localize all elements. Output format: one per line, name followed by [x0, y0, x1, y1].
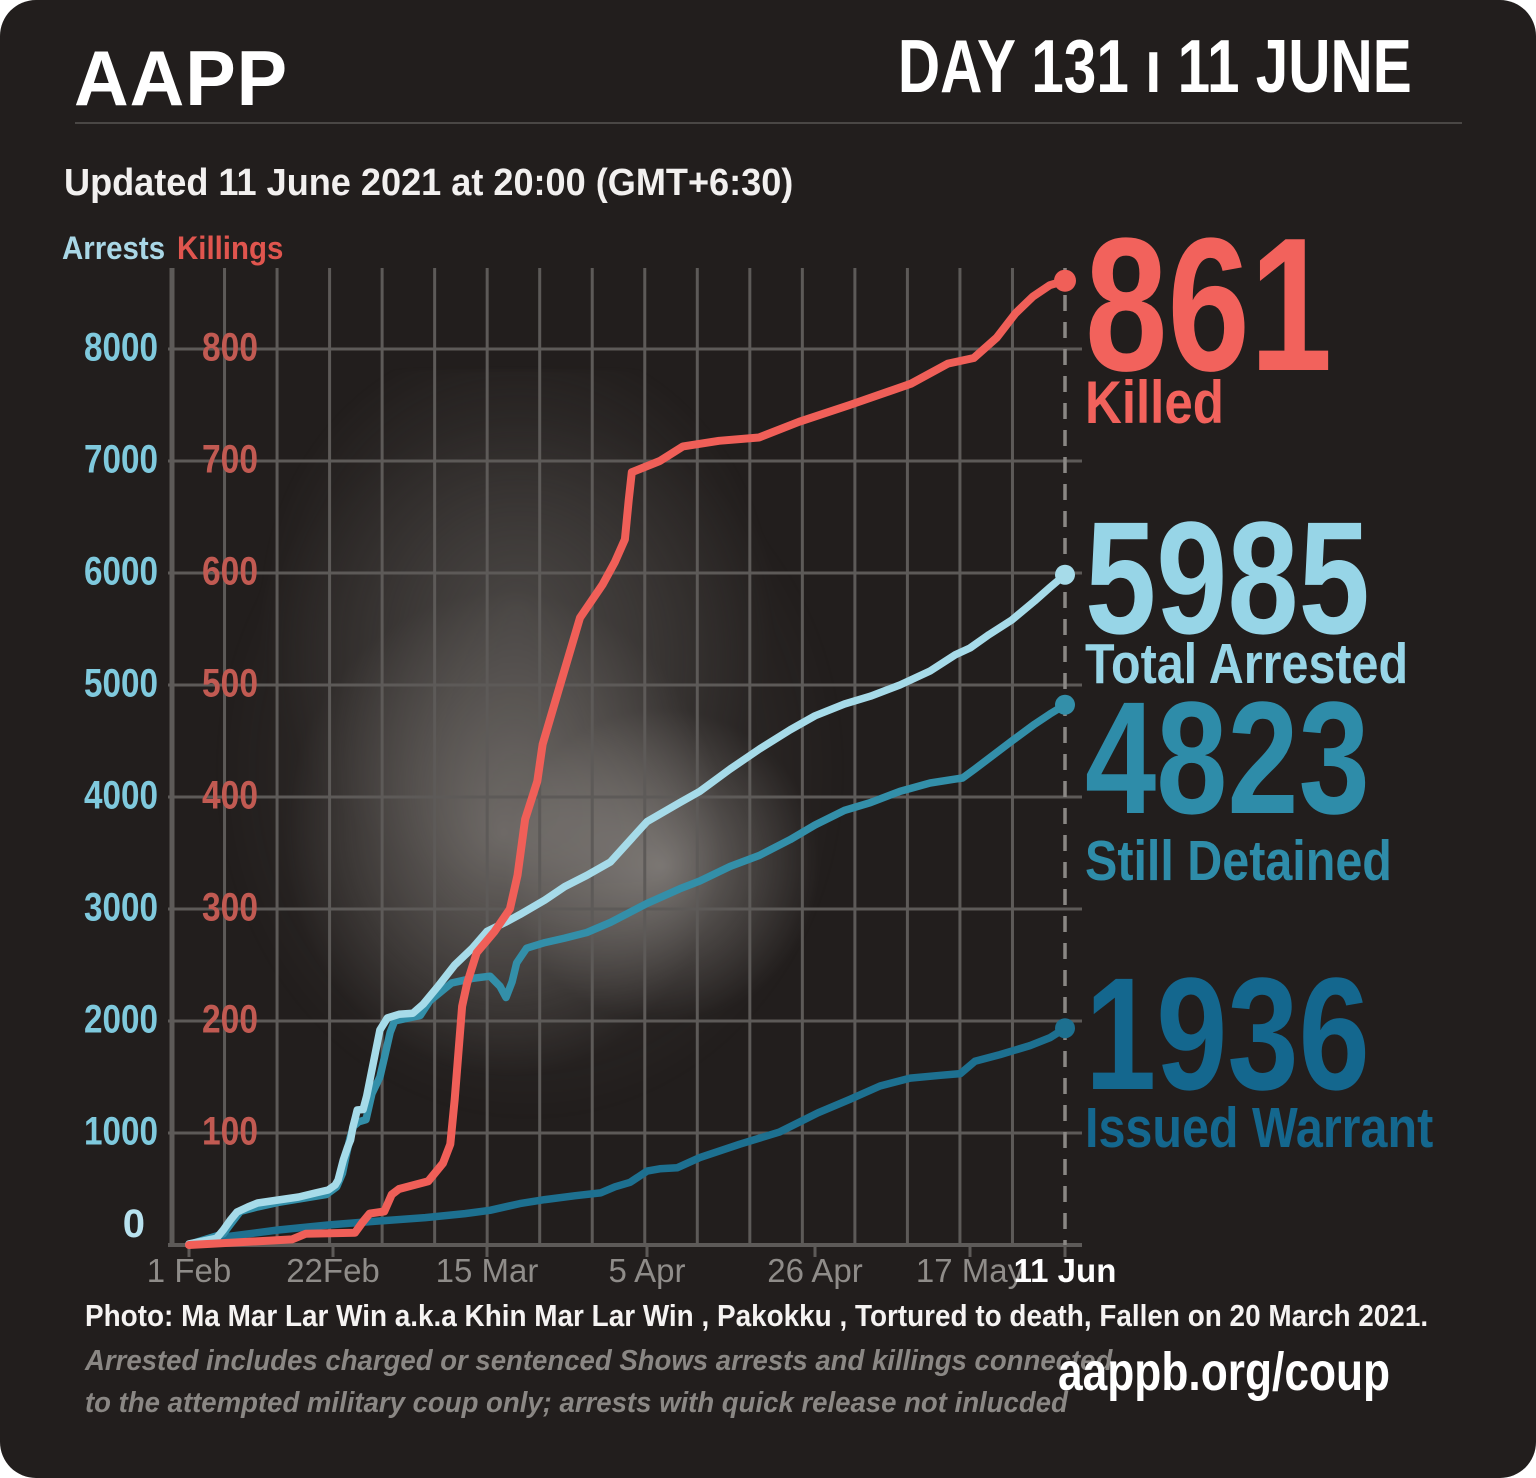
header-divider: [75, 122, 1462, 124]
y-right-label: 100: [202, 1110, 258, 1154]
x-tick-label: 26 Apr: [767, 1252, 862, 1289]
stat-detained-label: Still Detained: [1085, 829, 1392, 893]
legend-arrests: Arrests: [62, 230, 166, 266]
series-end-dot: [1055, 694, 1075, 715]
series-killings: [185, 276, 1069, 1249]
stat-killed-value: 861: [1085, 199, 1333, 411]
chart-grid: [168, 268, 1082, 1257]
stat-warrant-value: 1936: [1085, 944, 1370, 1123]
x-tick-label: 17 May: [916, 1252, 1025, 1289]
y-right-label: 700: [202, 438, 258, 482]
y-right-label: 500: [202, 662, 258, 706]
day-banner: DAY 131 ı 11 JUNE: [898, 24, 1412, 108]
updated-timestamp: Updated 11 June 2021 at 20:00 (GMT+6:30): [64, 162, 794, 204]
app-logo: AAPP: [74, 34, 289, 122]
y-right-label: 300: [202, 886, 258, 930]
stat-killed-label: Killed: [1085, 369, 1224, 436]
x-tick-label: 11 Jun: [1014, 1252, 1117, 1289]
y-left-label: 7000: [84, 438, 158, 482]
y-left-label: 1000: [84, 1110, 158, 1154]
series-end-dot: [1055, 1018, 1075, 1039]
stat-detained-value: 4823: [1085, 668, 1370, 847]
y-left-label: 8000: [84, 326, 158, 370]
y-left-label: 2000: [84, 998, 158, 1042]
series-end-dot: [1055, 564, 1075, 585]
stat-warrant-label: Issued Warrant: [1085, 1096, 1434, 1160]
series-total-arrested: [185, 570, 1069, 1248]
stat-arrested-label: Total Arrested: [1085, 632, 1409, 696]
y-right-label: 800: [202, 326, 258, 370]
series-end-dot: [1054, 269, 1076, 292]
y-left-label: 3000: [84, 886, 158, 930]
y-right-label: 600: [202, 550, 258, 594]
website-link[interactable]: aappb.org/coup: [1058, 1342, 1391, 1402]
series-issued-warrant: [185, 1024, 1069, 1249]
disclaimer-line-2: to the attempted military coup only; arr…: [85, 1387, 1068, 1419]
y-right-label: 400: [202, 774, 258, 818]
x-tick-label: 5 Apr: [608, 1252, 685, 1289]
y-left-label: 4000: [84, 774, 158, 818]
y-left-label: 5000: [84, 662, 158, 706]
series-still-detained: [185, 701, 1069, 1249]
disclaimer-line-1: Arrested includes charged or sentenced S…: [85, 1345, 1113, 1377]
photo-caption: Photo: Ma Mar Lar Win a.k.a Khin Mar Lar…: [85, 1298, 1429, 1333]
x-tick-label: 22Feb: [286, 1252, 380, 1289]
stat-arrested-value: 5985: [1085, 488, 1370, 667]
x-tick-label: 1 Feb: [147, 1252, 231, 1289]
legend-killings: Killings: [177, 230, 284, 266]
y-left-label: 6000: [84, 550, 158, 594]
y-right-label: 200: [202, 998, 258, 1042]
x-tick-label: 15 Mar: [436, 1252, 539, 1289]
y-zero-label: 0: [123, 1202, 145, 1246]
